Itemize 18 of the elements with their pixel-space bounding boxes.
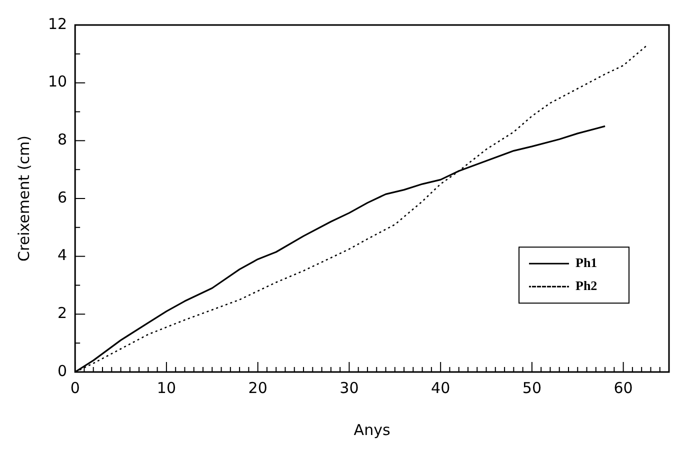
x-tick-label: 10 <box>156 378 176 397</box>
x-tick-label: 40 <box>431 378 450 397</box>
x-tick-label: 50 <box>522 378 542 397</box>
x-tick-label: 60 <box>614 378 633 397</box>
x-tick-label: 30 <box>340 378 359 397</box>
y-tick-label: 12 <box>48 14 68 33</box>
y-axis-title: Creixement (cm) <box>14 136 33 262</box>
legend-label: Ph1 <box>576 254 598 270</box>
y-tick-label: 0 <box>58 362 68 380</box>
y-tick-label: 4 <box>58 246 68 264</box>
y-tick-label: 10 <box>48 72 68 91</box>
y-tick-label: 8 <box>58 130 68 149</box>
x-axis-title: Anys <box>354 420 390 439</box>
y-tick-label: 6 <box>58 188 68 206</box>
x-tick-label: 20 <box>248 378 268 397</box>
y-tick-label: 2 <box>58 304 68 322</box>
legend-label: Ph2 <box>576 278 598 293</box>
x-tick-label: 0 <box>70 378 80 397</box>
